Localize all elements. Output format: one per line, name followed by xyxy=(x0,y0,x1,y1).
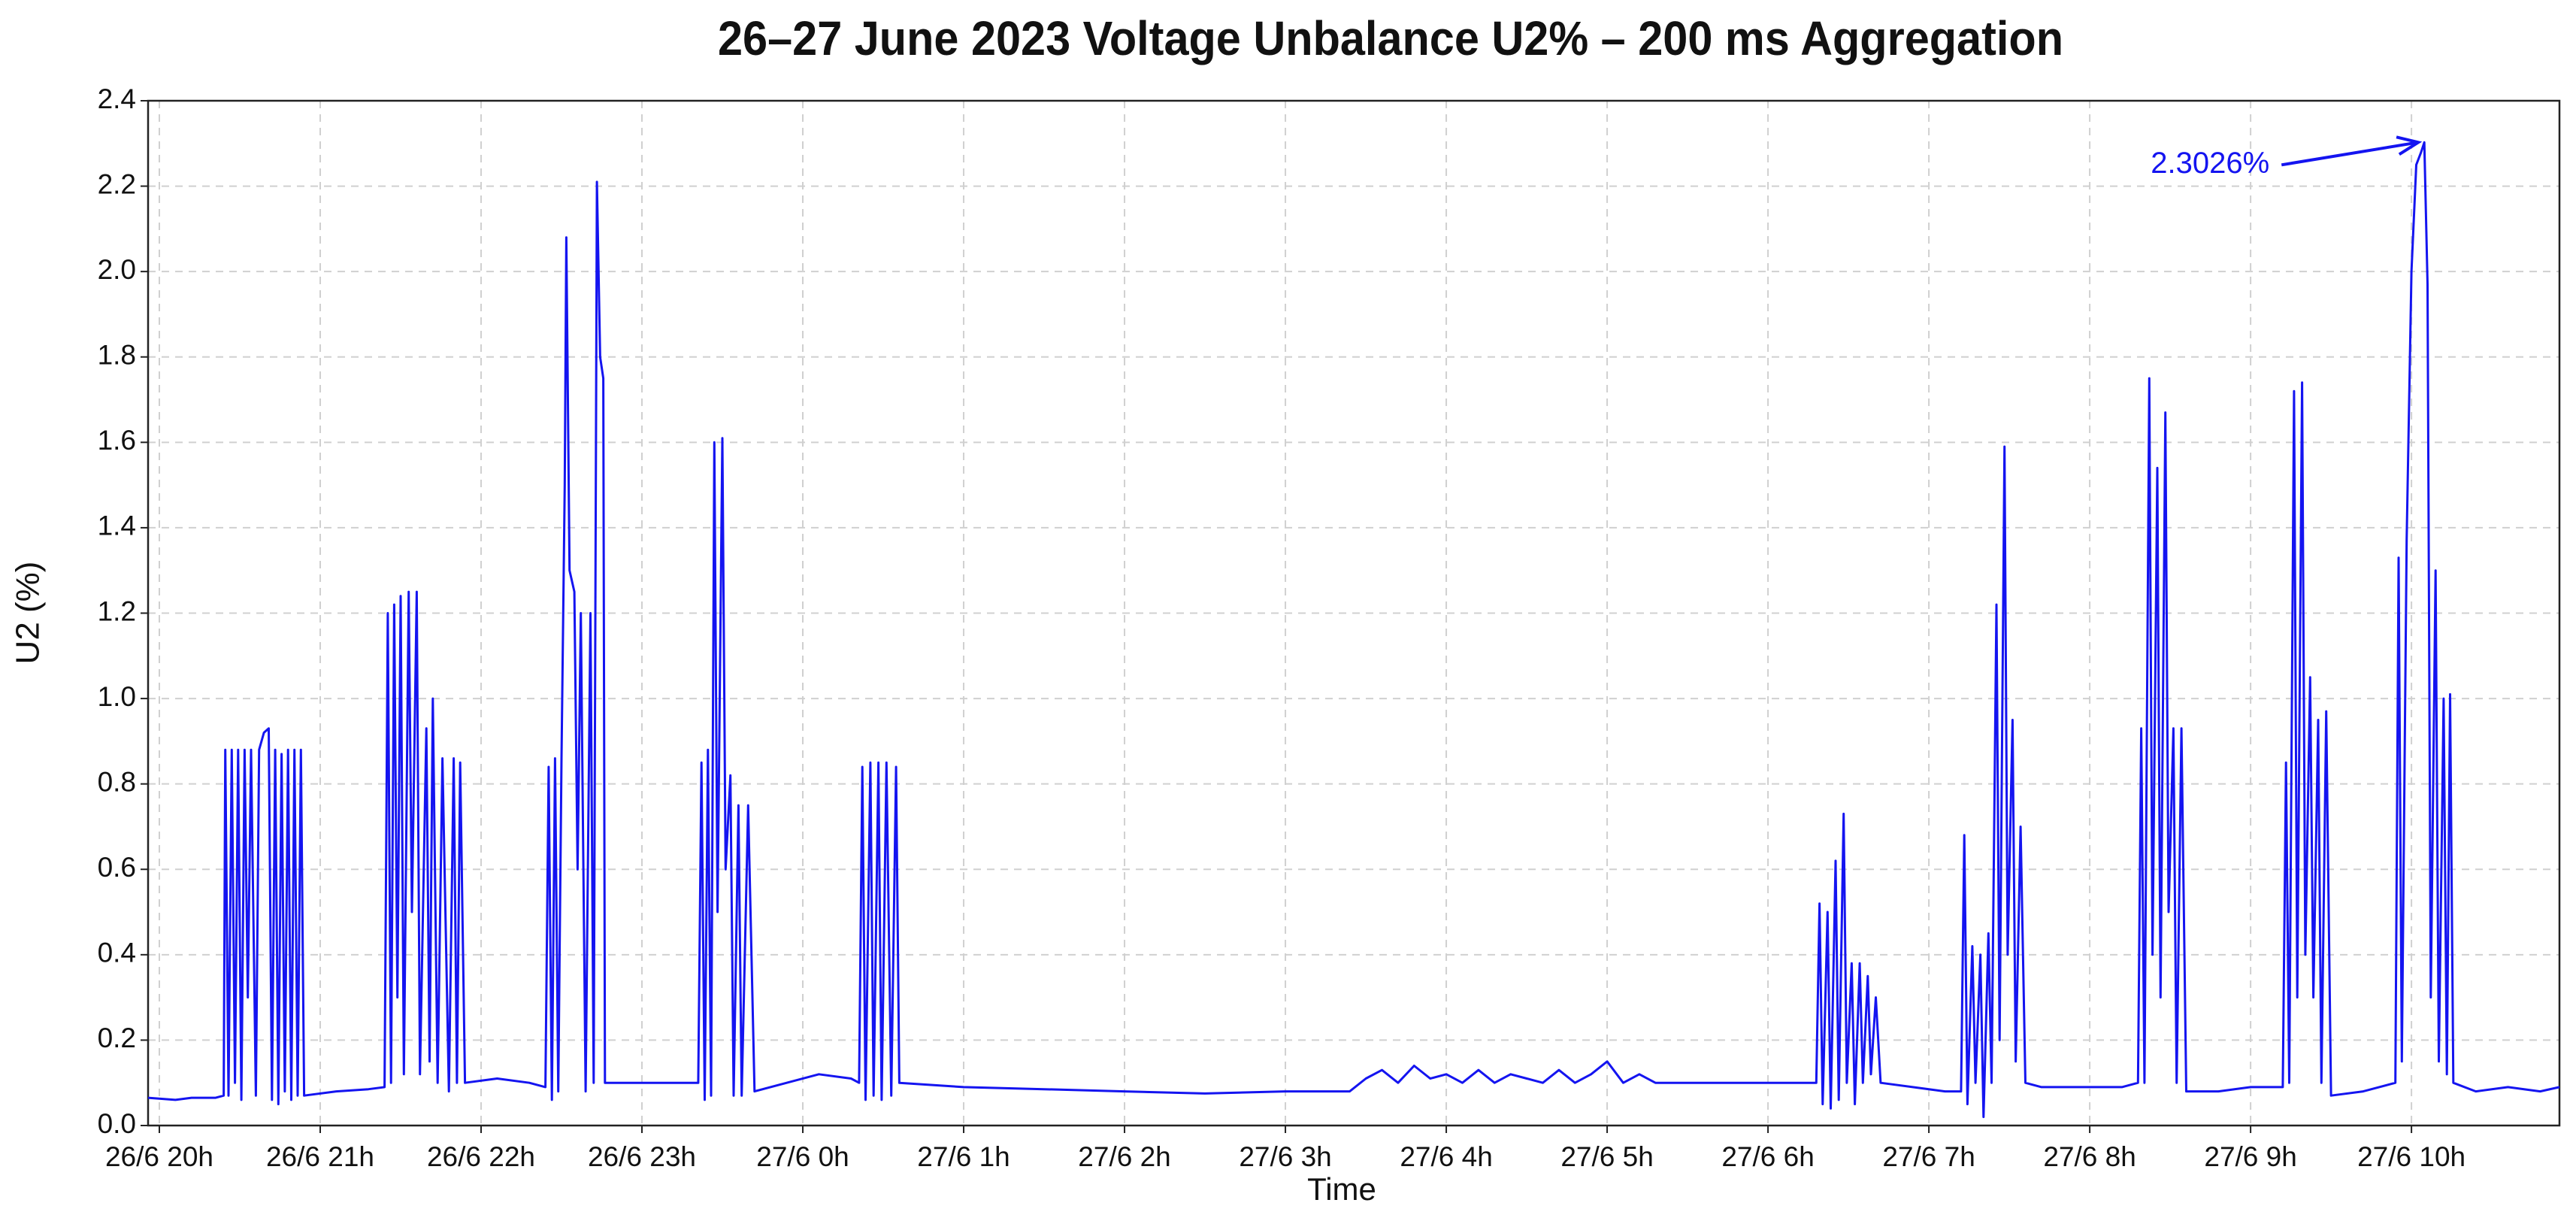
y-tick-label: 1.8 xyxy=(98,340,136,371)
y-tick-label: 2.4 xyxy=(98,83,136,114)
y-tick-label: 0.4 xyxy=(98,938,136,968)
y-tick-label: 1.4 xyxy=(98,511,136,541)
y-tick-label: 0.8 xyxy=(98,766,136,797)
y-tick-label: 2.0 xyxy=(98,254,136,285)
x-tick-label: 27/6 3h xyxy=(1239,1141,1331,1172)
x-tick-label: 27/6 6h xyxy=(1721,1141,1814,1172)
y-tick-label: 0.2 xyxy=(98,1023,136,1053)
x-tick-label: 27/6 8h xyxy=(2043,1141,2136,1172)
y-tick-label: 0.0 xyxy=(98,1108,136,1139)
y-tick-label: 1.6 xyxy=(98,425,136,456)
y-tick-label: 1.0 xyxy=(98,681,136,712)
y-axis-label: U2 (%) xyxy=(10,562,47,665)
x-axis-label: Time xyxy=(1307,1171,1376,1207)
x-tick-label: 26/6 21h xyxy=(266,1141,374,1172)
x-tick-label: 27/6 2h xyxy=(1078,1141,1170,1172)
x-tick-label: 27/6 9h xyxy=(2204,1141,2296,1172)
x-tick-label: 27/6 0h xyxy=(756,1141,849,1172)
data-line xyxy=(147,141,2560,1119)
x-tick-label: 27/6 4h xyxy=(1400,1141,1492,1172)
x-tick-label: 26/6 22h xyxy=(427,1141,535,1172)
y-tick-label: 2.2 xyxy=(98,168,136,199)
x-tick-label: 27/6 7h xyxy=(1882,1141,1975,1172)
y-tick-label: 1.2 xyxy=(98,595,136,626)
x-tick-label: 27/6 5h xyxy=(1560,1141,1653,1172)
x-tick-label: 26/6 23h xyxy=(588,1141,696,1172)
x-tick-label: 27/6 10h xyxy=(2357,1141,2466,1172)
x-tick-label: 26/6 20h xyxy=(105,1141,213,1172)
y-tick-label: 0.6 xyxy=(98,852,136,883)
x-tick-label: 27/6 1h xyxy=(917,1141,1010,1172)
annotation-arrowhead xyxy=(2396,135,2423,156)
chart-title: 26–27 June 2023 Voltage Unbalance U2% – … xyxy=(718,11,2063,65)
annotation-label: 2.3026% xyxy=(2151,147,2269,180)
plot-frame xyxy=(147,99,2561,1127)
annotation-arrow xyxy=(2281,141,2419,167)
